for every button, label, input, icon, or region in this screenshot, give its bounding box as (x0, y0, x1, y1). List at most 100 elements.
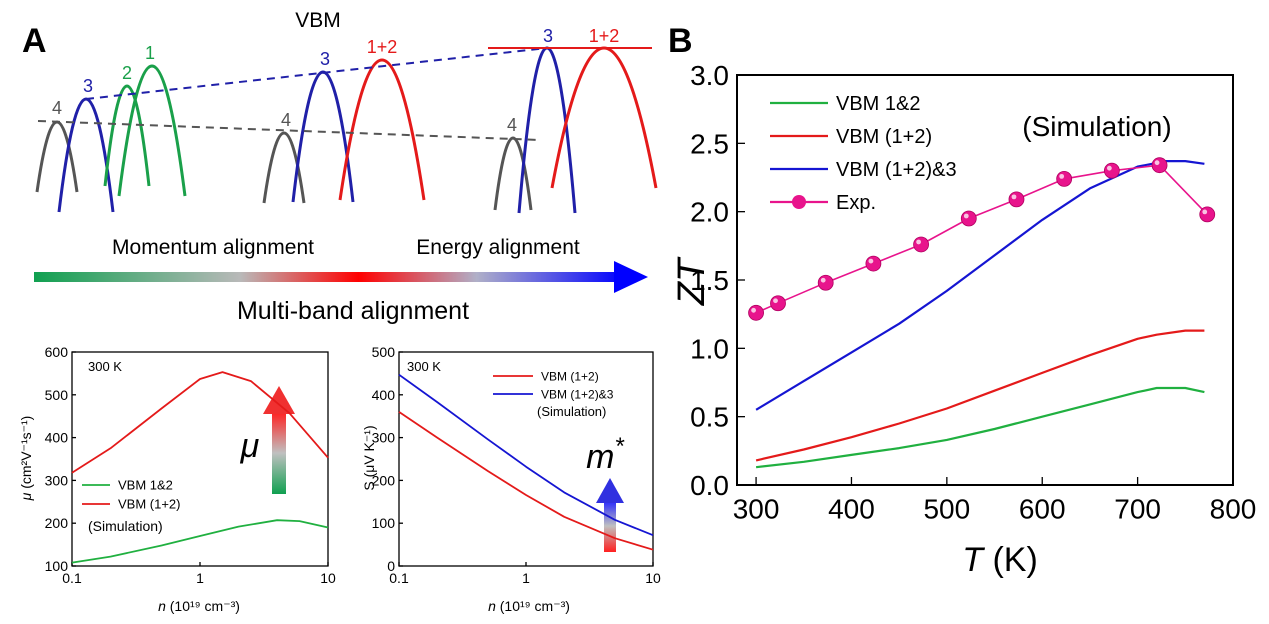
y-tick-label: 600 (45, 344, 69, 360)
multiband-arrow-head (614, 261, 648, 293)
x-tick-label: 700 (1114, 494, 1161, 525)
data-point (1008, 191, 1025, 208)
x-tick-label: 300 (733, 494, 780, 525)
momentum-alignment-label: Momentum alignment (112, 236, 314, 259)
m-arrow-shaft (604, 500, 616, 552)
legend-marker (792, 195, 806, 209)
band-curve (550, 46, 658, 189)
zt-x-label: T (K) (962, 541, 1038, 579)
legend-label: VBM (1+2) (541, 369, 599, 383)
panel-b-label: B (668, 22, 693, 60)
band-label: 4 (52, 98, 62, 118)
series-line (71, 519, 329, 564)
band-label: 1+2 (367, 37, 398, 57)
series-line (755, 386, 1205, 469)
seebeck-legend-note: (Simulation) (537, 404, 606, 419)
series-line (755, 160, 1205, 411)
point-highlight (916, 239, 921, 245)
band-curve (57, 97, 115, 213)
m-arrow-label: m* (586, 433, 624, 476)
mobility-y-label: μ (cm²V⁻¹s⁻¹) (18, 416, 34, 502)
point-highlight (1059, 173, 1065, 179)
x-tick-label: 0.1 (62, 570, 82, 586)
data-point (1056, 170, 1073, 187)
seebeck-annotation: 300 K (407, 359, 441, 374)
legend-label: VBM 1&2 (836, 93, 920, 115)
seebeck_vs_n-plot: 0 100 200 300 400 500 0.1 1 10 VBM (1+2) VBM (1+2)… (372, 344, 661, 586)
band-curve (493, 136, 533, 211)
legend-label: Exp. (836, 192, 876, 214)
y-tick-label: 200 (45, 515, 69, 531)
series-line (398, 373, 654, 537)
seebeck-y-label: S (μV K⁻¹) (361, 425, 377, 490)
x-tick-label: 0.1 (389, 570, 409, 586)
series-line (398, 411, 654, 551)
x-tick-label: 500 (923, 494, 970, 525)
seebeck-x-label: n (10¹⁹ cm⁻³) (488, 598, 570, 614)
data-point (748, 304, 764, 321)
point-highlight (751, 307, 756, 313)
series-line (71, 371, 329, 474)
mu-arrow-label: μ (240, 427, 260, 465)
energy-alignment-label: Energy alignment (416, 236, 580, 259)
y-tick-label: 400 (372, 387, 396, 403)
zt-chart: (Simulation) ZT T (K) (671, 111, 1172, 579)
data-point (1199, 206, 1216, 223)
point-highlight (1154, 160, 1160, 166)
x-tick-label: 10 (320, 570, 336, 586)
data-point (770, 295, 786, 312)
data-point (913, 236, 929, 253)
band-curve (262, 131, 306, 204)
mobility-x-label: n (10¹⁹ cm⁻³) (158, 598, 240, 614)
mu-arrow-shaft (272, 412, 286, 494)
y-tick-label: 400 (45, 430, 69, 446)
panel-a-label: A (22, 22, 47, 60)
band-label: 4 (281, 110, 291, 130)
mobility_vs_n-plot: 100 200 300 400 500 600 0.1 1 10 VBM 1&2 VBM (1+2) (45, 344, 336, 586)
y-tick-label: 1.0 (690, 333, 729, 364)
zt-annotation: (Simulation) (1022, 111, 1171, 142)
m-arrow-head (596, 478, 624, 503)
series-line (755, 329, 1205, 462)
x-tick-label: 800 (1210, 494, 1257, 525)
y-tick-label: 500 (45, 387, 69, 403)
point-highlight (820, 277, 826, 283)
point-highlight (773, 298, 778, 304)
data-point (865, 255, 882, 272)
blue-dashed-guide (85, 47, 548, 100)
point-highlight (1106, 165, 1112, 171)
legend-label: VBM (1+2)&3 (836, 159, 957, 181)
band-curve (103, 84, 151, 187)
band-curve (117, 64, 187, 197)
x-tick-label: 1 (522, 570, 530, 586)
y-tick-label: 0 (387, 558, 395, 574)
y-tick-label: 300 (372, 430, 396, 446)
y-tick-label: 200 (372, 472, 396, 488)
band-label: 3 (320, 49, 330, 69)
seebeck-chart: 300 K S (μV K⁻¹) n (10¹⁹ cm⁻³) m* (Simul… (361, 359, 624, 614)
band-label: 1 (145, 43, 155, 63)
x-tick-label: 400 (828, 494, 875, 525)
vbm-title: VBM (295, 9, 341, 32)
x-tick-label: 1 (196, 570, 204, 586)
mobility-chart: 300 K μ (cm²V⁻¹s⁻¹) n (10¹⁹ cm⁻³) μ (Sim… (18, 359, 295, 614)
x-tick-label: 600 (1019, 494, 1066, 525)
data-point (1151, 157, 1168, 174)
legend-label: VBM 1&2 (118, 478, 173, 493)
point-highlight (1011, 194, 1017, 200)
y-tick-label: 100 (45, 558, 69, 574)
charts-layer: 0.0 0.5 1.0 1.5 2.0 2.5 3.0 300 400 500 600 700 800 V… (45, 60, 1257, 586)
point-highlight (868, 258, 874, 264)
mobility-annotation: 300 K (88, 359, 122, 374)
zt_vs_t-plot: 0.0 0.5 1.0 1.5 2.0 2.5 3.0 300 400 500 600 700 800 V… (690, 60, 1256, 525)
series-line (755, 164, 1208, 314)
data-point (817, 274, 834, 291)
y-tick-label: 0.0 (690, 470, 729, 501)
band-label: 3 (543, 26, 553, 46)
multiband-gradient-bar (34, 272, 624, 282)
multiband-alignment-label: Multi-band alignment (237, 297, 469, 325)
data-point (960, 210, 977, 227)
band-label: 3 (83, 76, 93, 96)
point-highlight (963, 213, 969, 219)
